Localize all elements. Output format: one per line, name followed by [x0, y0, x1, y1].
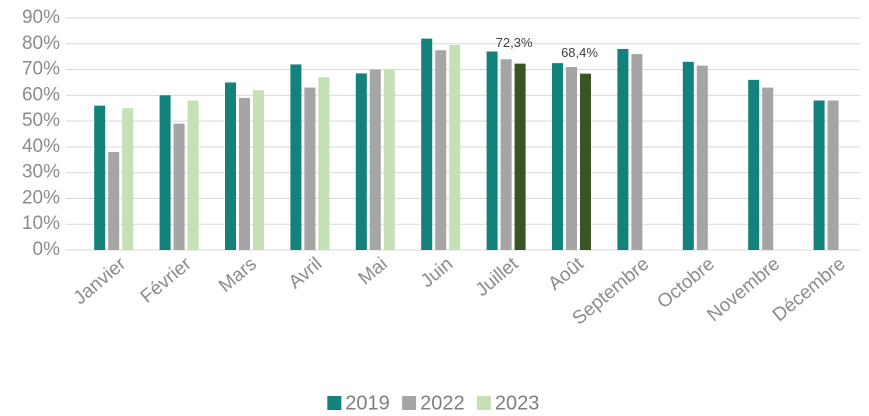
x-tick-label: Juin — [417, 254, 457, 292]
x-tick-label: Février — [137, 253, 196, 308]
bar — [383, 69, 395, 250]
data-label: 68,4% — [561, 45, 598, 60]
y-tick-label: 30% — [22, 162, 60, 183]
bar — [290, 64, 302, 251]
bar — [435, 50, 447, 250]
y-tick-label: 10% — [22, 213, 60, 234]
bar — [94, 105, 106, 251]
bar — [682, 61, 694, 251]
bar — [631, 54, 643, 250]
bar — [239, 97, 250, 251]
legend-swatch — [327, 396, 342, 410]
bar — [566, 66, 577, 250]
x-tick-label: Août — [544, 253, 588, 295]
y-tick-label: 60% — [22, 84, 60, 105]
legend-label: 2022 — [420, 392, 465, 414]
bar — [552, 63, 563, 250]
bar — [813, 100, 825, 250]
legend-label: 2023 — [495, 392, 540, 414]
bar — [762, 87, 774, 250]
y-tick-label: 70% — [22, 59, 60, 80]
bar — [421, 38, 433, 250]
legend-label: 2019 — [345, 392, 390, 414]
data-label: 72,3% — [496, 35, 533, 50]
legend-swatch — [476, 396, 491, 410]
bar — [318, 77, 330, 251]
bar — [108, 152, 120, 250]
x-tick-label: Mai — [355, 254, 392, 290]
bar — [696, 65, 708, 250]
y-tick-label: 0% — [33, 239, 61, 260]
y-tick-label: 20% — [22, 187, 60, 208]
x-tick-label: Mars — [215, 254, 261, 297]
x-tick-label: Juillet — [472, 253, 523, 301]
bar — [253, 90, 264, 250]
bar — [748, 79, 760, 250]
y-tick-label: 50% — [22, 110, 60, 131]
bar — [304, 87, 316, 250]
bar — [173, 123, 185, 250]
x-tick-label: Janvier — [70, 253, 131, 309]
bar — [486, 51, 498, 251]
bar — [122, 108, 134, 250]
bar — [187, 100, 199, 250]
x-tick-label: Avril — [285, 254, 327, 294]
bar — [225, 82, 236, 250]
x-tick-label: Décembre — [769, 254, 850, 326]
bar — [369, 69, 381, 250]
legend-swatch — [402, 396, 417, 410]
y-tick-label: 90% — [22, 7, 60, 28]
bar — [159, 95, 171, 250]
bar — [514, 63, 526, 251]
bar — [449, 45, 461, 250]
bar — [500, 59, 512, 250]
bar — [617, 48, 629, 250]
bar — [355, 73, 367, 250]
y-tick-label: 80% — [22, 33, 60, 54]
bar — [580, 73, 591, 251]
bar — [827, 100, 839, 250]
y-tick-label: 40% — [22, 136, 60, 157]
